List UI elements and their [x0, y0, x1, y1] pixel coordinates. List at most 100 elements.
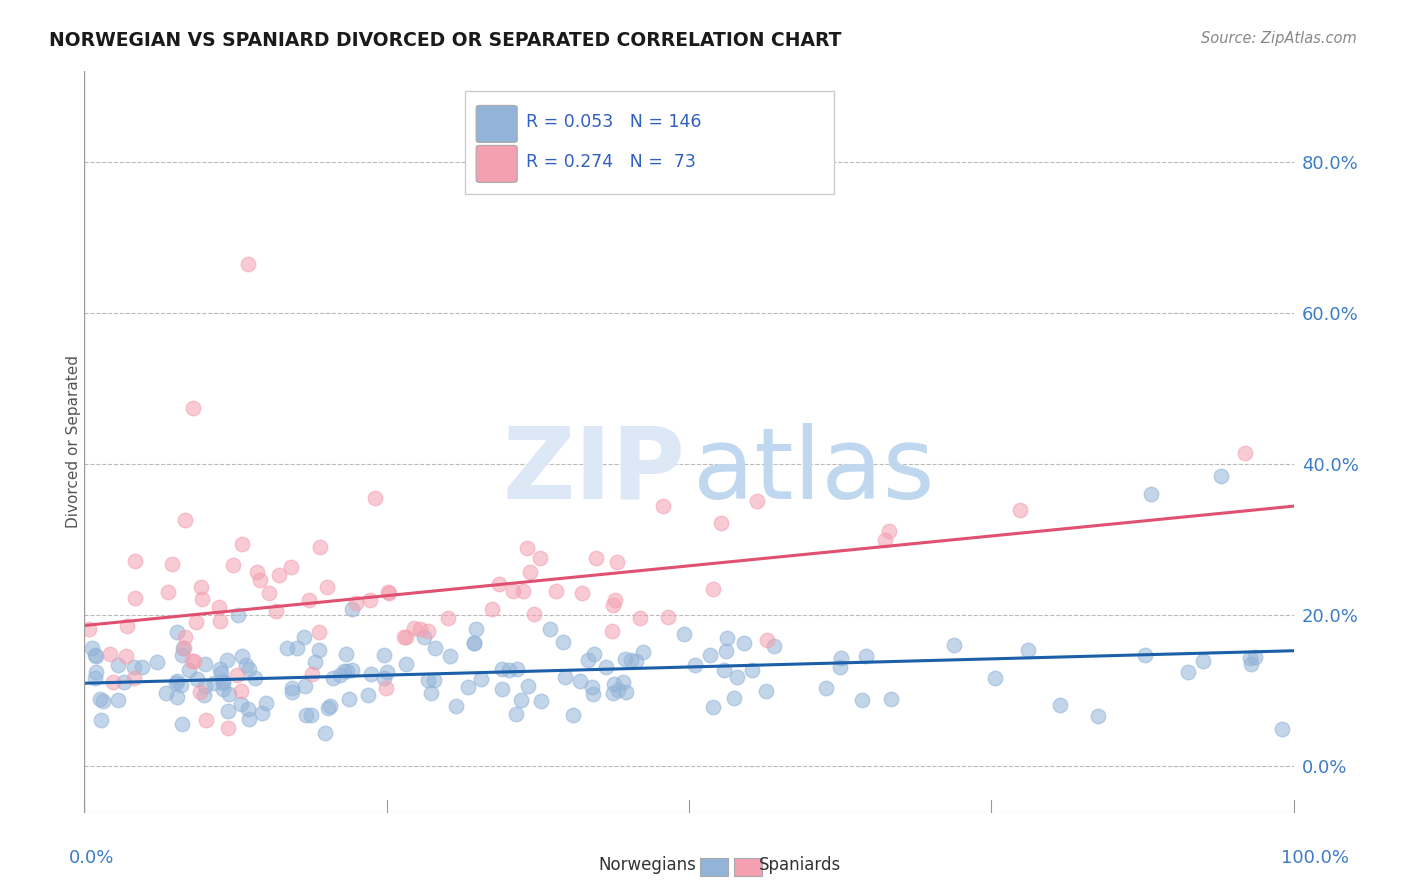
Point [209, 614, 232, 628]
Point [340, 663, 363, 677]
Point [402, 621, 425, 635]
Point [215, 653, 238, 667]
Point [394, 630, 416, 644]
Point [314, 725, 336, 739]
Point [172, 641, 194, 656]
Point [217, 721, 239, 735]
Point [322, 672, 344, 686]
Point [673, 627, 696, 641]
Point [181, 654, 204, 668]
Point [581, 680, 603, 694]
Point [446, 698, 468, 713]
Point [209, 665, 232, 680]
Point [122, 671, 145, 685]
Point [173, 641, 195, 656]
Point [612, 675, 634, 690]
Point [481, 602, 503, 616]
Point [733, 636, 755, 650]
Point [519, 566, 541, 580]
Point [281, 685, 304, 699]
Point [830, 650, 852, 665]
Point [416, 673, 439, 687]
Point [375, 665, 398, 679]
Point [298, 592, 321, 607]
Text: atlas: atlas [693, 423, 934, 520]
Point [571, 586, 593, 600]
Point [374, 681, 396, 695]
Point [299, 707, 322, 722]
Point [166, 673, 188, 688]
FancyBboxPatch shape [477, 105, 517, 143]
Point [170, 677, 193, 691]
Point [89, 692, 111, 706]
Point [360, 666, 382, 681]
Point [328, 668, 350, 682]
Point [395, 657, 418, 671]
Point [1177, 665, 1199, 680]
Point [333, 664, 356, 678]
Point [295, 707, 318, 722]
Point [603, 593, 626, 607]
Point [84, 648, 107, 663]
Point [238, 702, 260, 716]
Point [1140, 487, 1163, 501]
Point [1087, 709, 1109, 723]
Point [231, 683, 253, 698]
Point [190, 581, 212, 595]
Point [830, 660, 852, 674]
Point [1017, 642, 1039, 657]
Point [582, 647, 605, 661]
Point [716, 631, 738, 645]
Point [181, 401, 204, 415]
Point [91, 694, 114, 708]
Point [554, 670, 576, 684]
Point [377, 586, 399, 600]
Point [318, 701, 340, 715]
Point [741, 663, 763, 677]
Point [162, 557, 184, 571]
Text: R = 0.053   N = 146: R = 0.053 N = 146 [526, 112, 702, 131]
Point [308, 625, 330, 640]
Point [699, 648, 721, 663]
Point [218, 687, 240, 701]
Point [578, 653, 600, 667]
Point [212, 673, 235, 688]
Point [544, 584, 567, 599]
Point [363, 491, 385, 506]
Point [165, 676, 187, 690]
Point [309, 541, 332, 555]
Point [124, 591, 146, 605]
Point [491, 662, 513, 676]
Point [1271, 722, 1294, 736]
Point [356, 688, 378, 702]
Point [340, 602, 363, 616]
Point [231, 648, 253, 663]
Point [202, 675, 225, 690]
Point [246, 565, 269, 579]
Point [745, 493, 768, 508]
Point [211, 681, 233, 696]
Point [814, 681, 837, 696]
Point [633, 645, 655, 659]
Point [755, 684, 778, 698]
Point [602, 599, 624, 613]
Point [413, 631, 436, 645]
FancyBboxPatch shape [477, 145, 517, 183]
Point [337, 691, 360, 706]
Point [304, 655, 326, 669]
Point [465, 622, 488, 636]
Point [1209, 468, 1232, 483]
Point [983, 671, 1005, 685]
Point [600, 624, 623, 638]
Point [225, 668, 247, 682]
Point [377, 584, 399, 599]
Point [877, 524, 900, 539]
Point [602, 686, 624, 700]
Point [335, 647, 357, 661]
Point [516, 541, 538, 556]
Point [423, 641, 446, 656]
Point [346, 596, 368, 610]
Point [238, 661, 260, 675]
Point [226, 607, 249, 622]
Point [702, 699, 724, 714]
